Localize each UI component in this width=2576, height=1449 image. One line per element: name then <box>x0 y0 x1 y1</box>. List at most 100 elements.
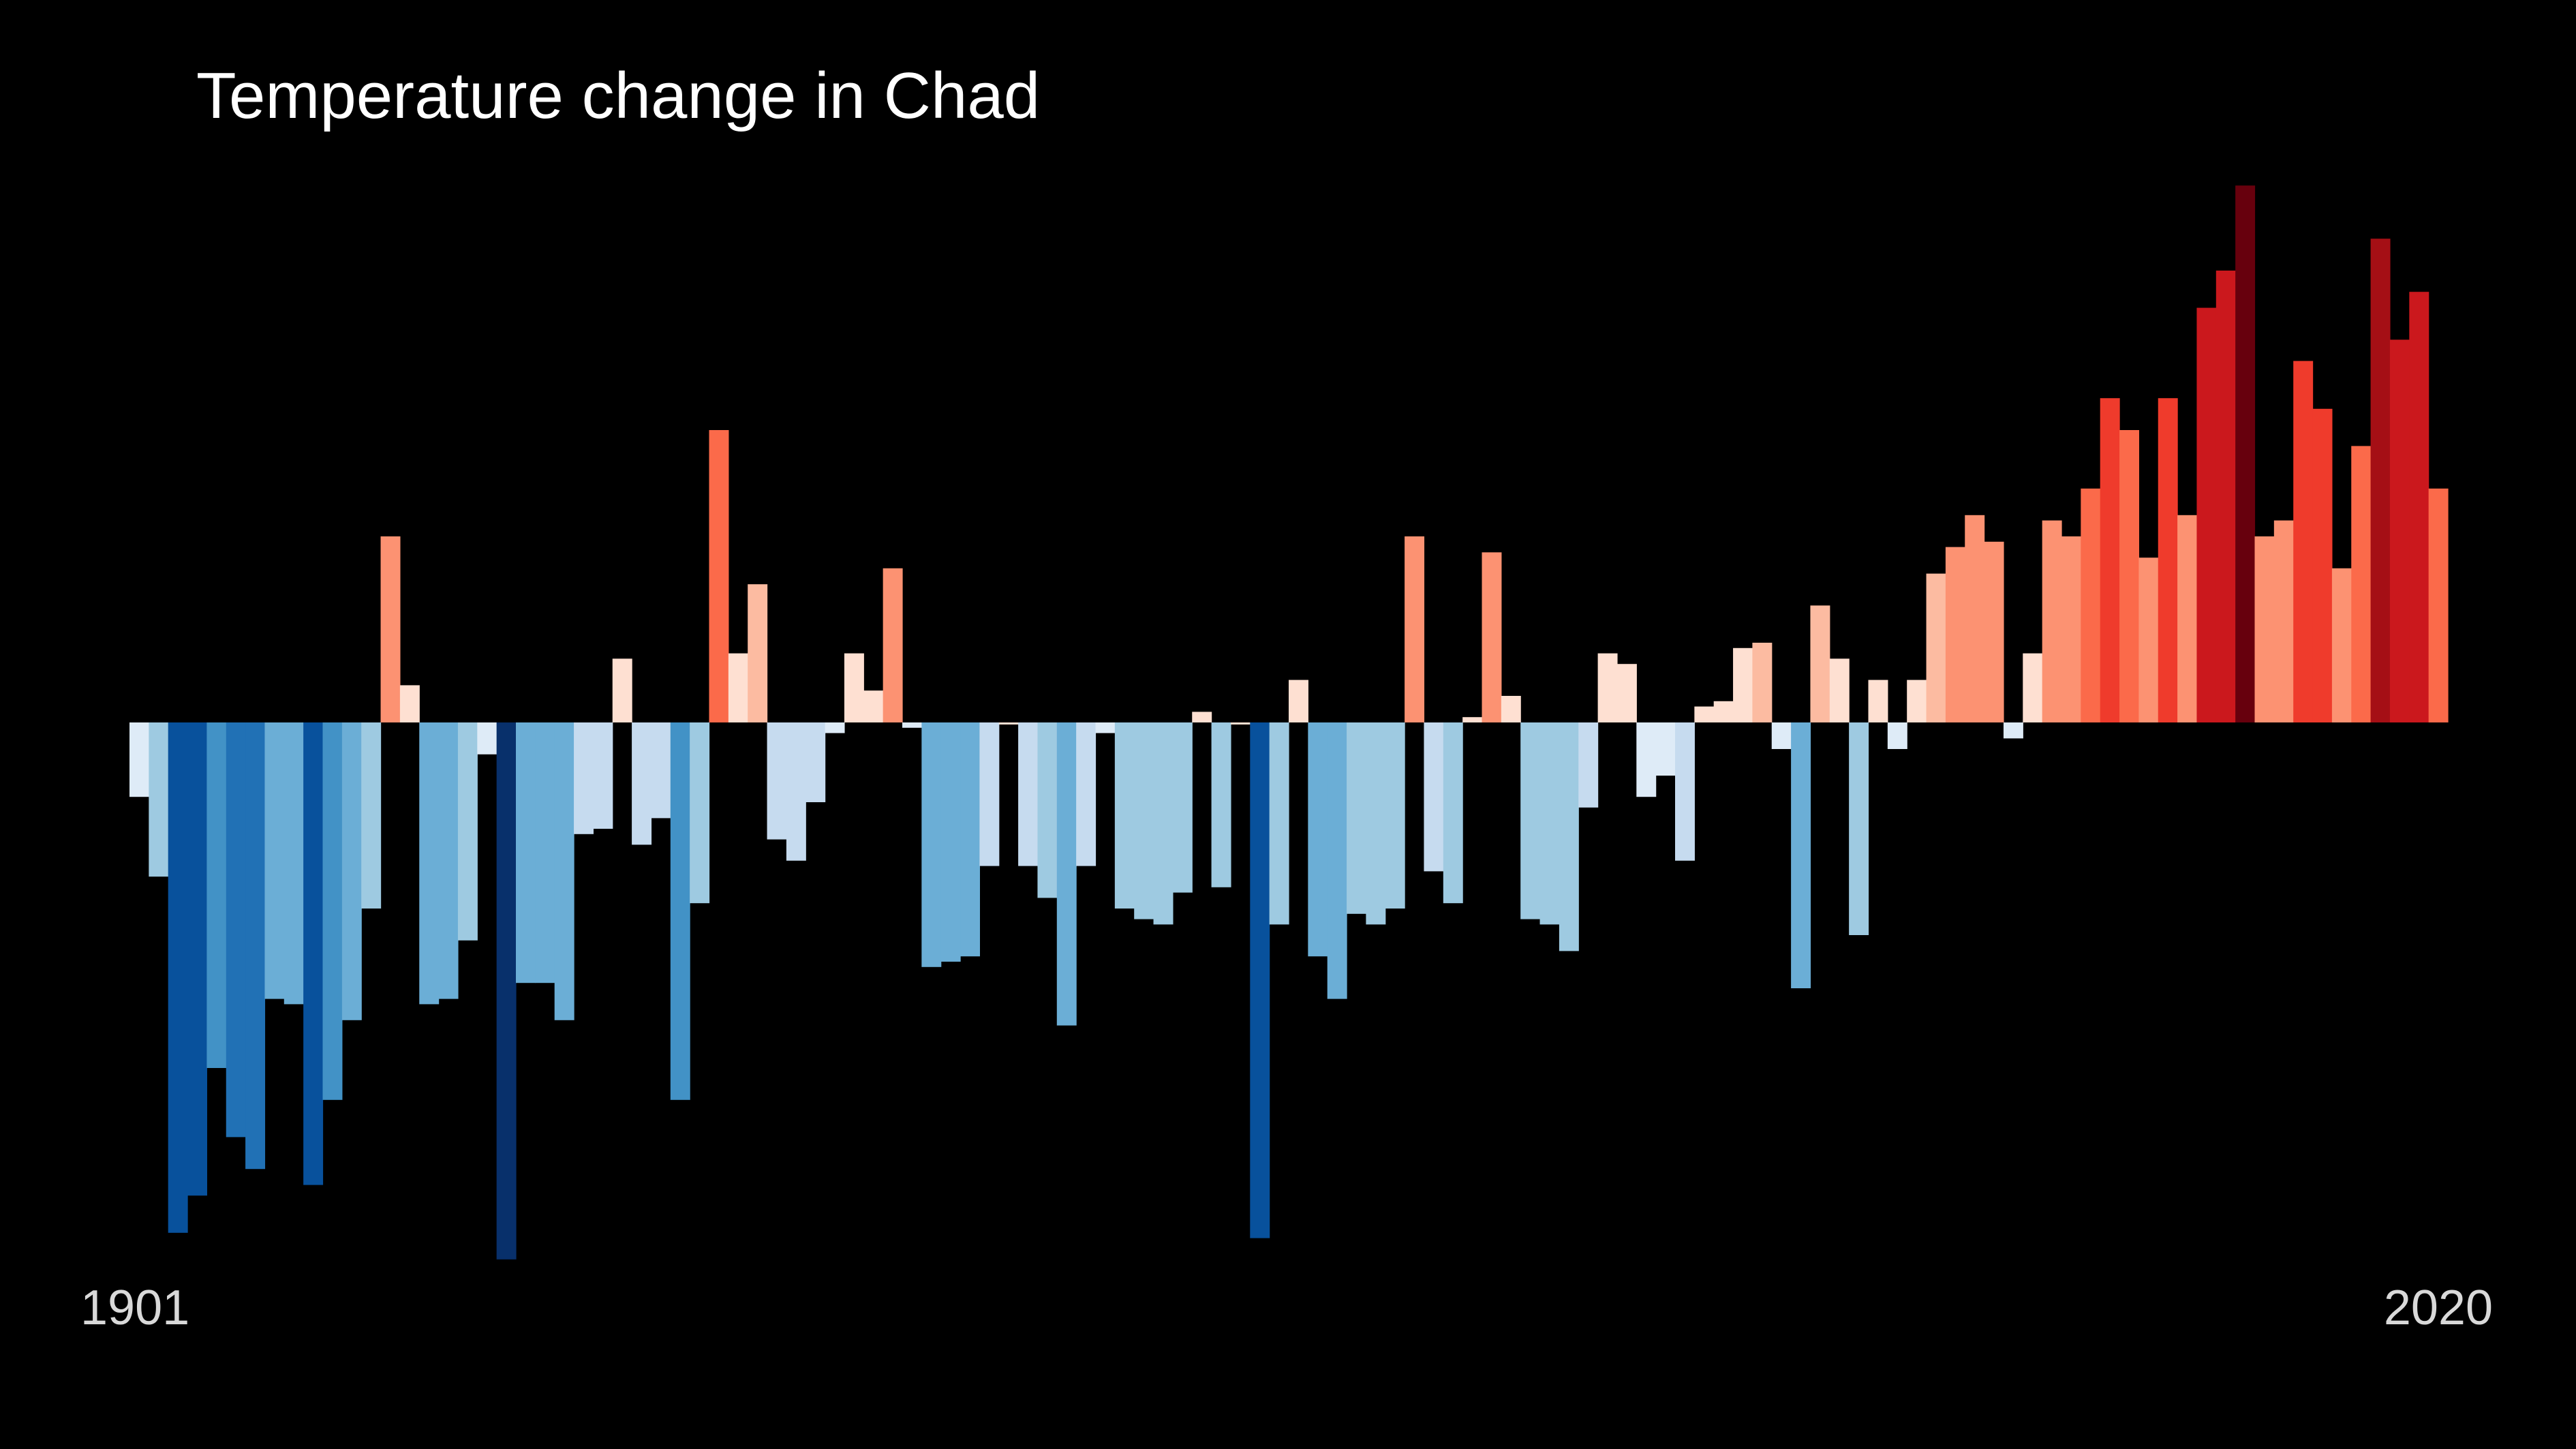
bar-2008 <box>2196 307 2217 723</box>
bar-1997 <box>1984 541 2004 722</box>
bar-2006 <box>2158 398 2178 722</box>
bar-1948 <box>1037 722 1058 898</box>
bar-1973 <box>1520 722 1541 919</box>
bar-1934 <box>767 722 787 840</box>
bar-2012 <box>2273 520 2294 722</box>
bar-1919 <box>477 722 497 754</box>
bar-1987 <box>1791 722 1811 988</box>
bar-1916 <box>419 722 440 1005</box>
bar-1929 <box>670 722 690 1100</box>
bar-1964 <box>1347 722 1366 914</box>
bar-1980 <box>1655 722 1676 776</box>
bar-1921 <box>516 722 536 983</box>
bar-2009 <box>2215 271 2236 722</box>
bar-1961 <box>1289 680 1308 722</box>
bar-1992 <box>1887 722 1907 749</box>
bar-1999 <box>2023 653 2043 722</box>
bar-1927 <box>632 722 652 845</box>
bar-1958 <box>1230 722 1251 724</box>
bar-1924 <box>574 722 594 834</box>
bar-2017 <box>2370 239 2391 722</box>
bar-1972 <box>1501 696 1521 722</box>
bar-1907 <box>245 722 266 1170</box>
bar-1925 <box>593 722 613 829</box>
bar-1902 <box>149 722 169 877</box>
bar-1976 <box>1578 722 1599 808</box>
bar-1920 <box>496 722 517 1260</box>
bar-1922 <box>535 722 555 983</box>
bar-1986 <box>1771 722 1792 749</box>
bar-1996 <box>1965 515 1985 722</box>
bar-1994 <box>1926 573 1946 722</box>
bar-1962 <box>1308 722 1328 957</box>
bar-2004 <box>2119 430 2139 722</box>
chart-title: Temperature change in Chad <box>196 59 1041 132</box>
bar-1908 <box>264 722 285 999</box>
bar-1941 <box>902 722 922 728</box>
bar-2014 <box>2312 408 2333 722</box>
bar-1947 <box>1018 722 1039 866</box>
bar-1945 <box>979 722 1000 866</box>
bar-1960 <box>1269 722 1289 925</box>
bar-2003 <box>2100 398 2120 722</box>
bar-1904 <box>187 722 207 1196</box>
bar-1912 <box>341 722 362 1020</box>
bar-1957 <box>1211 722 1231 887</box>
bar-2002 <box>2081 488 2101 722</box>
bar-1937 <box>825 722 845 733</box>
bar-1903 <box>168 722 188 1233</box>
x-start-label: 1901 <box>80 1281 190 1335</box>
bar-1935 <box>786 722 806 861</box>
bar-2020 <box>2428 488 2449 722</box>
bar-1971 <box>1482 552 1502 722</box>
bar-2007 <box>2177 515 2198 722</box>
bar-2013 <box>2293 361 2314 722</box>
bar-1949 <box>1056 722 1077 1026</box>
bar-2000 <box>2042 520 2062 722</box>
bar-1913 <box>361 722 382 909</box>
bar-1967 <box>1405 536 1425 722</box>
bar-2010 <box>2235 185 2256 722</box>
bar-1952 <box>1114 722 1135 909</box>
bar-1917 <box>438 722 459 999</box>
bar-1977 <box>1597 653 1618 722</box>
bar-1959 <box>1250 722 1270 1238</box>
bar-1966 <box>1385 722 1405 909</box>
bar-1936 <box>806 722 826 802</box>
bar-1943 <box>940 722 961 962</box>
bar-1989 <box>1829 658 1850 722</box>
bar-1968 <box>1424 722 1444 872</box>
bar-2001 <box>2061 536 2081 722</box>
bar-1940 <box>883 568 903 722</box>
bar-2011 <box>2254 536 2275 722</box>
bar-1963 <box>1327 722 1347 999</box>
bar-1942 <box>921 722 942 967</box>
bar-1914 <box>380 536 401 722</box>
bar-1923 <box>554 722 574 1020</box>
bar-1939 <box>863 690 884 722</box>
bar-1950 <box>1076 722 1097 866</box>
bar-1938 <box>844 653 864 722</box>
bar-1984 <box>1733 647 1753 722</box>
bar-1965 <box>1366 722 1386 925</box>
bar-2016 <box>2351 446 2372 722</box>
bar-2019 <box>2409 292 2429 722</box>
bar-1918 <box>457 722 478 941</box>
bar-1998 <box>2003 722 2023 739</box>
bar-1931 <box>709 430 729 722</box>
bar-1978 <box>1616 664 1637 722</box>
bar-1974 <box>1539 722 1560 925</box>
bar-1995 <box>1945 547 1965 722</box>
bar-1953 <box>1134 722 1154 919</box>
bar-1982 <box>1694 706 1715 722</box>
bar-2015 <box>2331 568 2352 722</box>
bar-1926 <box>612 658 632 722</box>
x-end-label: 2020 <box>2383 1281 2493 1335</box>
bar-1910 <box>303 722 324 1185</box>
bar-1956 <box>1192 712 1212 722</box>
bar-1906 <box>226 722 246 1138</box>
bar-1932 <box>728 653 748 722</box>
bar-1944 <box>960 722 980 957</box>
